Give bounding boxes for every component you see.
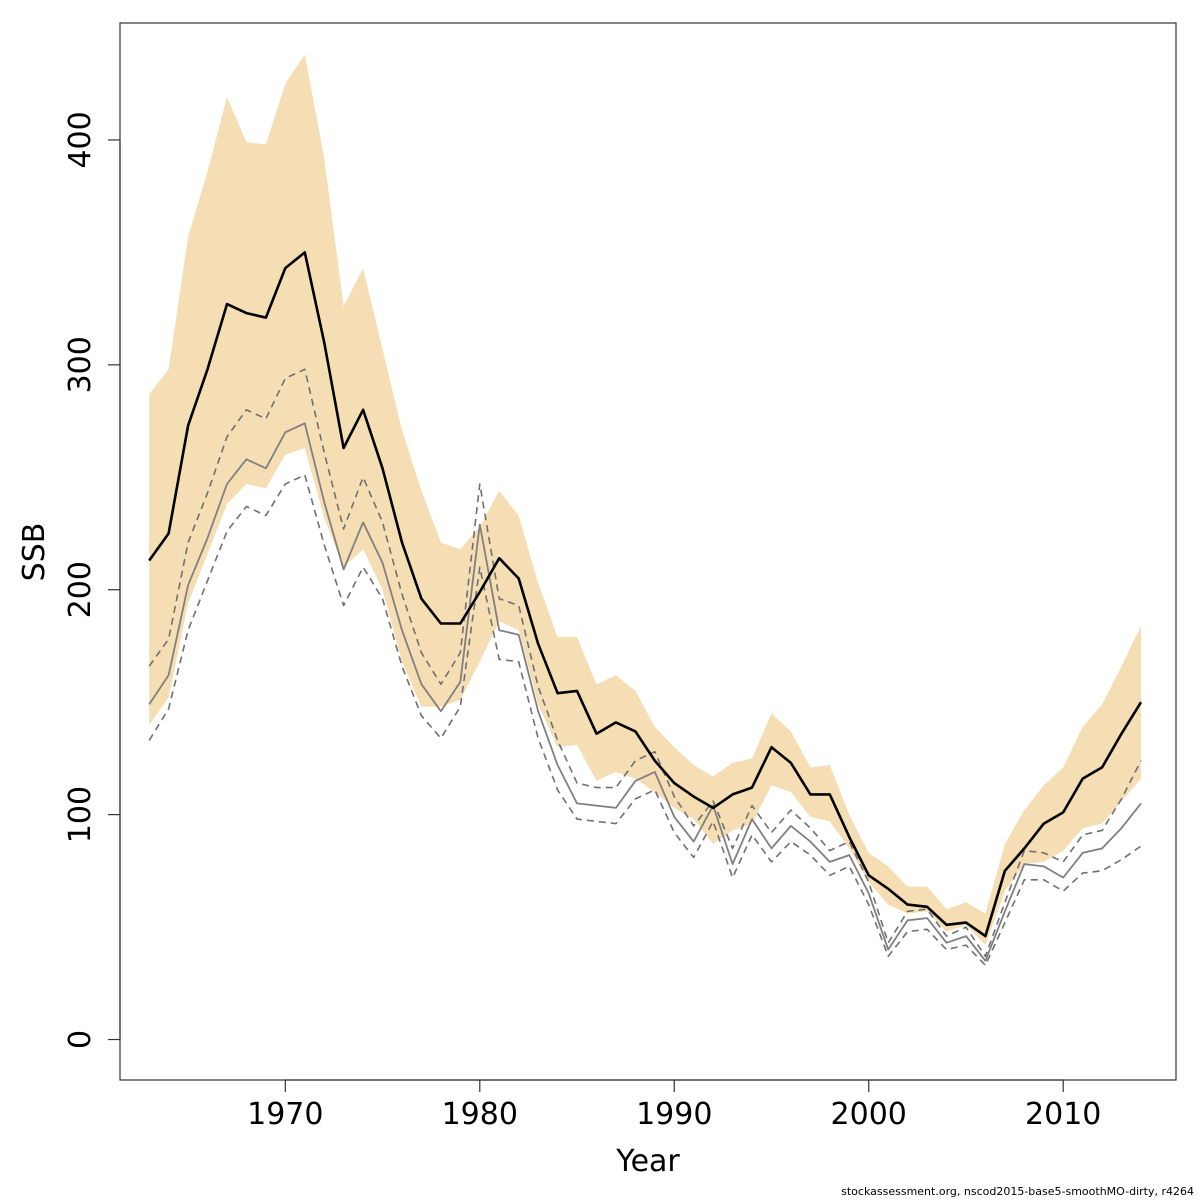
x-tick-label: 1980 <box>442 1097 518 1132</box>
x-tick-label: 1990 <box>636 1097 712 1132</box>
series-lines-layer <box>148 251 1143 967</box>
series-line-2 <box>148 368 1142 958</box>
footer-credit: stockassessment.org, nscod2015-base5-smo… <box>841 1185 1194 1198</box>
x-axis-title: Year <box>615 1144 680 1179</box>
y-axis: 0 100 200 300 400 <box>63 111 121 1049</box>
y-tick-label: 300 <box>63 336 98 393</box>
confidence-band <box>149 54 1141 946</box>
y-tick-label: 0 <box>63 1030 98 1049</box>
y-tick-label: 400 <box>63 111 98 168</box>
series-line-1 <box>148 422 1142 962</box>
x-tick-label: 2010 <box>1025 1097 1101 1132</box>
y-axis-title: SSB <box>17 523 52 582</box>
confidence-band-layer <box>149 54 1141 946</box>
y-tick-label: 100 <box>63 786 98 843</box>
series-line-0 <box>148 251 1143 938</box>
x-tick-label: 1970 <box>247 1097 323 1132</box>
x-tick-label: 2000 <box>831 1097 907 1132</box>
y-tick-label: 200 <box>63 561 98 618</box>
x-axis: 1970 1980 1990 2000 2010 <box>247 1079 1101 1132</box>
series-line-3 <box>148 474 1142 967</box>
